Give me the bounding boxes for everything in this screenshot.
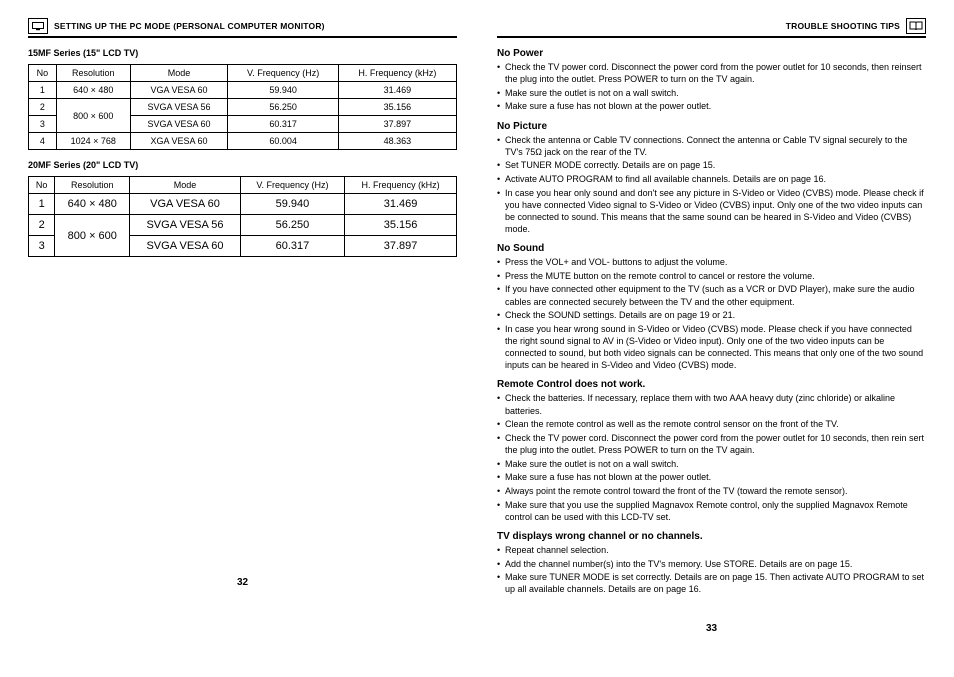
left-header-title: SETTING UP THE PC MODE (PERSONAL COMPUTE… (54, 21, 325, 31)
table-header-row: No Resolution Mode V. Frequency (Hz) H. … (29, 65, 457, 82)
list-item: Check the SOUND settings. Details are on… (497, 309, 926, 321)
table-row: 1 640 × 480 VGA VESA 60 59.940 31.469 (29, 82, 457, 99)
list-item: In case you hear only sound and don't se… (497, 187, 926, 236)
list-item: Make sure the outlet is not on a wall sw… (497, 87, 926, 99)
list-item: Make sure the outlet is not on a wall sw… (497, 458, 926, 470)
table-row: 4 1024 × 768 XGA VESA 60 60.004 48.363 (29, 133, 457, 150)
list-item: Repeat channel selection. (497, 544, 926, 556)
document-spread: SETTING UP THE PC MODE (PERSONAL COMPUTE… (28, 18, 926, 634)
col-hfreq: H. Frequency (kHz) (338, 65, 456, 82)
list-item: Set TUNER MODE correctly. Details are on… (497, 159, 926, 171)
table-header-row: No Resolution Mode V. Frequency (Hz) H. … (29, 177, 457, 194)
list-item: Check the batteries. If necessary, repla… (497, 392, 926, 416)
left-header: SETTING UP THE PC MODE (PERSONAL COMPUTE… (28, 18, 457, 38)
col-resolution: Resolution (55, 177, 130, 194)
right-header: TROUBLE SHOOTING TIPS (497, 18, 926, 38)
right-header-title: TROUBLE SHOOTING TIPS (786, 21, 900, 31)
left-page-number: 32 (28, 577, 457, 588)
troubleshoot-list: Repeat channel selection. Add the channel… (497, 544, 926, 596)
col-mode: Mode (130, 65, 228, 82)
troubleshoot-heading: No Power (497, 48, 926, 59)
col-resolution: Resolution (56, 65, 130, 82)
list-item: Make sure that you use the supplied Magn… (497, 499, 926, 523)
table-15mf: No Resolution Mode V. Frequency (Hz) H. … (28, 64, 457, 150)
troubleshoot-list: Press the VOL+ and VOL- buttons to adjus… (497, 256, 926, 371)
left-page: SETTING UP THE PC MODE (PERSONAL COMPUTE… (28, 18, 457, 634)
troubleshoot-heading: TV displays wrong channel or no channels… (497, 531, 926, 542)
col-no: No (29, 65, 57, 82)
right-page-number: 33 (497, 623, 926, 634)
troubleshoot-heading: No Sound (497, 243, 926, 254)
col-hfreq: H. Frequency (kHz) (345, 177, 457, 194)
list-item: Make sure a fuse has not blown at the po… (497, 471, 926, 483)
list-item: Always point the remote control toward t… (497, 485, 926, 497)
troubleshoot-heading: Remote Control does not work. (497, 379, 926, 390)
list-item: Check the TV power cord. Disconnect the … (497, 432, 926, 456)
troubleshoot-heading: No Picture (497, 121, 926, 132)
table-row: 1 640 × 480 VGA VESA 60 59.940 31.469 (29, 194, 457, 215)
list-item: Press the MUTE button on the remote cont… (497, 270, 926, 282)
col-vfreq: V. Frequency (Hz) (228, 65, 338, 82)
troubleshoot-list: Check the TV power cord. Disconnect the … (497, 61, 926, 113)
list-item: In case you hear wrong sound in S-Video … (497, 323, 926, 372)
list-item: Clean the remote control as well as the … (497, 418, 926, 430)
list-item: Add the channel number(s) into the TV's … (497, 558, 926, 570)
troubleshoot-list: Check the batteries. If necessary, repla… (497, 392, 926, 522)
list-item: Make sure TUNER MODE is set correctly. D… (497, 571, 926, 595)
col-mode: Mode (130, 177, 241, 194)
list-item: If you have connected other equipment to… (497, 283, 926, 307)
col-vfreq: V. Frequency (Hz) (240, 177, 344, 194)
table20-title: 20MF Series (20" LCD TV) (28, 160, 457, 170)
list-item: Press the VOL+ and VOL- buttons to adjus… (497, 256, 926, 268)
table-row: 2 800 × 600 SVGA VESA 56 56.250 35.156 (29, 215, 457, 236)
right-page: TROUBLE SHOOTING TIPS No Power Check the … (497, 18, 926, 634)
col-no: No (29, 177, 55, 194)
table15-title: 15MF Series (15" LCD TV) (28, 48, 457, 58)
list-item: Activate AUTO PROGRAM to find all availa… (497, 173, 926, 185)
book-icon (906, 18, 926, 34)
table-row: 2 800 × 600 SVGA VESA 56 56.250 35.156 (29, 99, 457, 116)
monitor-icon (28, 18, 48, 34)
list-item: Check the antenna or Cable TV connection… (497, 134, 926, 158)
troubleshooting-content: No Power Check the TV power cord. Disconn… (497, 48, 926, 595)
list-item: Check the TV power cord. Disconnect the … (497, 61, 926, 85)
list-item: Make sure a fuse has not blown at the po… (497, 100, 926, 112)
troubleshoot-list: Check the antenna or Cable TV connection… (497, 134, 926, 236)
table-20mf: No Resolution Mode V. Frequency (Hz) H. … (28, 176, 457, 257)
